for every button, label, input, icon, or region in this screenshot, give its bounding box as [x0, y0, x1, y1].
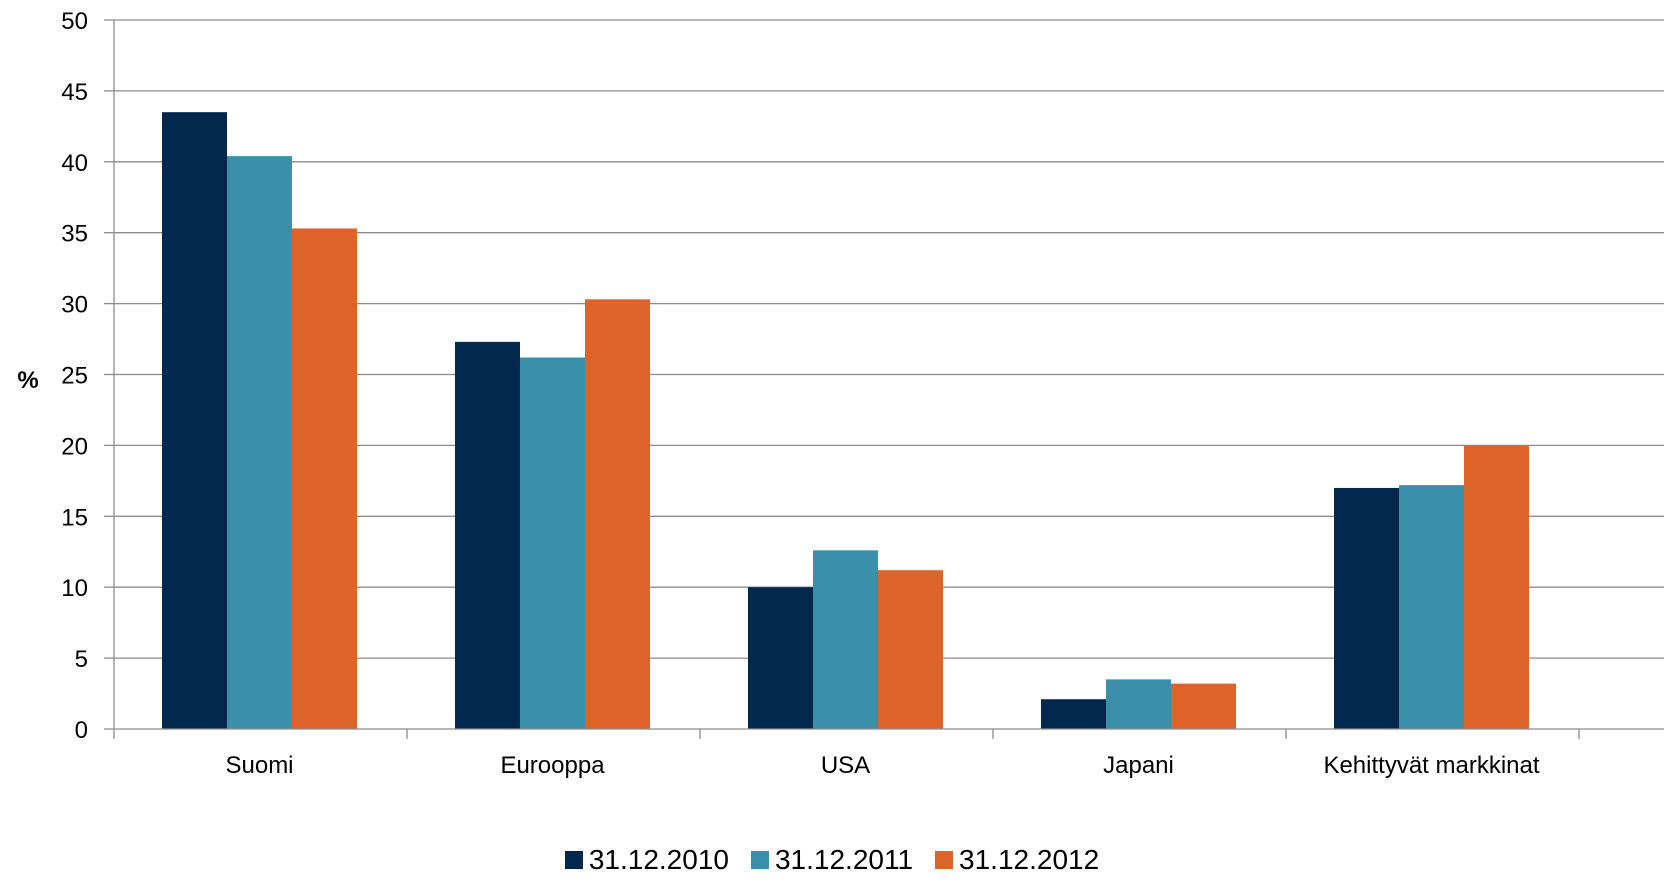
x-category-label: USA — [821, 752, 870, 779]
legend-item: 31.12.2010 — [564, 844, 729, 876]
gridlines — [114, 19, 1664, 659]
y-tick-label: 0 — [75, 717, 88, 744]
bar-31.12.2010-Kehittyvät markkinat — [1334, 487, 1399, 729]
y-axis-label: % — [17, 367, 38, 394]
legend-item: 31.12.2011 — [750, 844, 914, 876]
axes — [104, 19, 1664, 739]
x-category-label: Suomi — [225, 752, 293, 779]
bar-31.12.2011-Suomi — [227, 156, 292, 730]
x-category-labels: Suomi Eurooppa USA Japani Kehittyvät markkin… — [225, 752, 1539, 779]
bars — [162, 112, 1529, 730]
bar-31.12.2012-USA — [878, 570, 943, 729]
bar-31.12.2012-Japani — [1171, 683, 1236, 729]
y-tick-label: 10 — [61, 575, 88, 602]
y-tick-label: 45 — [61, 79, 88, 106]
y-tick-label: 50 — [61, 8, 88, 35]
bar-31.12.2012-Kehittyvät markkinat — [1464, 445, 1529, 729]
x-category-label: Kehittyvät markkinat — [1323, 752, 1539, 779]
legend-label: 31.12.2010 — [588, 844, 729, 875]
bar-31.12.2011-USA — [813, 550, 878, 729]
x-category-label: Eurooppa — [500, 752, 605, 779]
legend-label: 31.12.2012 — [959, 844, 1100, 875]
y-tick-label: 40 — [61, 150, 88, 177]
bar-31.12.2010-Suomi — [162, 112, 227, 730]
bar-31.12.2012-Suomi — [292, 228, 357, 730]
y-tick-label: 25 — [61, 363, 88, 390]
y-tick-label: 35 — [61, 221, 88, 248]
legend-swatch — [750, 851, 769, 869]
bar-31.12.2010-Japani — [1041, 699, 1106, 729]
y-tick-labels: 0 5 10 15 20 25 30 35 40 45 50 — [61, 8, 88, 744]
bar-31.12.2010-USA — [748, 587, 813, 729]
y-tick-label: 30 — [61, 292, 88, 319]
legend-label: 31.12.2011 — [774, 844, 914, 875]
bar-31.12.2012-Eurooppa — [585, 299, 650, 729]
legend-swatch — [935, 851, 954, 869]
legend-item: 31.12.2012 — [935, 844, 1099, 876]
bar-31.12.2011-Kehittyvät markkinat — [1399, 485, 1464, 729]
bar-31.12.2011-Eurooppa — [520, 357, 585, 729]
y-tick-label: 15 — [61, 504, 88, 531]
bar-31.12.2011-Japani — [1106, 679, 1171, 729]
legend: 31.12.2010 31.12.2011 31.12.2012 — [0, 844, 1664, 876]
y-tick-label: 5 — [75, 646, 88, 673]
legend-swatch — [564, 851, 583, 869]
bar-31.12.2010-Eurooppa — [455, 341, 520, 729]
y-tick-label: 20 — [61, 433, 88, 460]
x-category-label: Japani — [1103, 752, 1174, 779]
